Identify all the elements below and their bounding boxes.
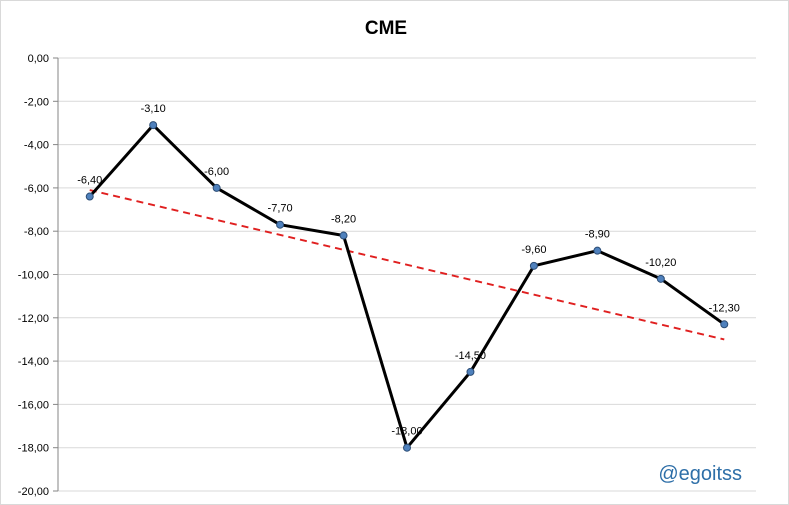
y-axis: 0,00 -2,00 -4,00 -6,00 -8,00 -10,00 -12,00 -14,… [18,53,59,498]
watermark-text: @egoitss [658,463,742,485]
y-tick-label: 0,00 [28,53,49,65]
series-path [88,123,726,450]
data-label: -6,40 [77,175,102,187]
y-tick-label: -18,00 [18,443,49,455]
series-line [85,121,729,452]
data-point [276,220,285,229]
data-label: -8,20 [331,214,356,226]
y-tick-label: -14,00 [18,356,49,368]
data-label: -14,50 [455,350,486,362]
data-point [212,183,221,192]
data-label: -8,90 [585,229,610,241]
data-point [656,274,665,283]
chart-title: CME [365,18,407,39]
data-point [466,367,475,376]
data-point [593,246,602,255]
data-label: -3,10 [141,103,166,115]
y-tick-label: -20,00 [18,486,49,498]
y-tick-label: -4,00 [24,140,49,152]
data-label: -12,30 [709,302,740,314]
y-tick-label: -16,00 [18,399,49,411]
data-point [339,231,348,240]
data-label: -10,20 [645,257,676,269]
data-point [149,121,158,130]
trendline-segment [89,189,725,341]
data-label: -7,70 [268,203,293,215]
y-tick-label: -8,00 [24,226,49,238]
y-tick-label: -2,00 [24,96,49,108]
data-label: -6,00 [204,166,229,178]
data-label: -18,00 [391,426,422,438]
data-point [85,192,94,201]
y-tick-label: -10,00 [18,270,49,282]
data-label: -9,60 [521,244,546,256]
data-point [403,443,411,452]
trendline [89,189,725,341]
y-tick-label: -12,00 [18,313,49,325]
data-point [529,261,538,270]
data-labels: -6,40 -3,10 -6,00 -7,70 -8,20 -18,00 -14,50 -9,… [77,103,740,438]
y-tick-label: -6,00 [24,183,49,195]
data-point [720,320,729,329]
